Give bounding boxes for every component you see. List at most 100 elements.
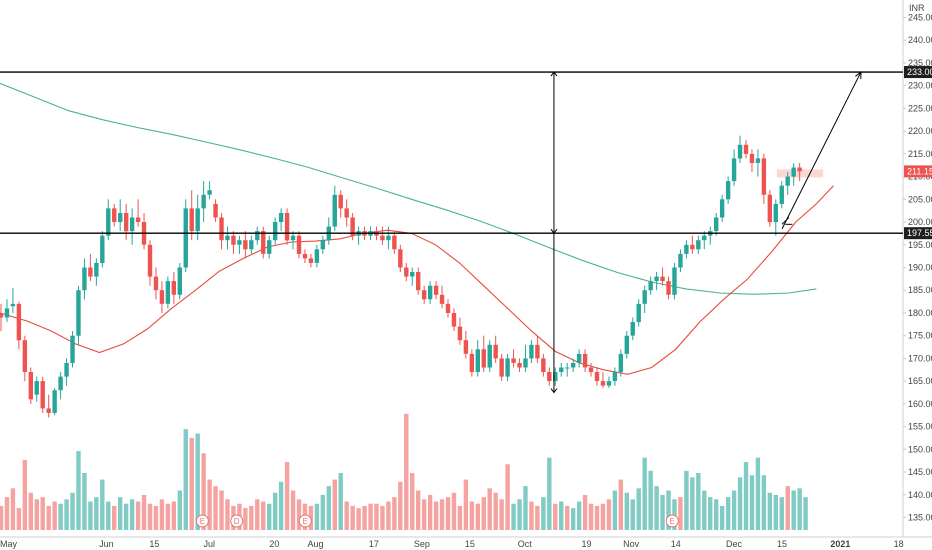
candle-body <box>207 190 212 195</box>
volume-bar <box>290 490 296 530</box>
volume-bar <box>243 508 248 530</box>
candle-body <box>416 272 421 291</box>
volume-bar <box>165 503 171 530</box>
volume-bar <box>517 499 522 530</box>
candle-body <box>46 408 51 413</box>
candle-body <box>684 244 689 254</box>
volume-bar <box>690 477 695 530</box>
candle-body <box>654 276 659 282</box>
time-tick-label: 15 <box>777 539 787 549</box>
candle-body <box>94 263 99 277</box>
volume-bar <box>207 479 212 530</box>
level-badge-top-text: 233.00 <box>907 67 932 77</box>
volume-bar <box>541 497 546 530</box>
candle-body <box>64 363 69 377</box>
candle-body <box>541 358 546 372</box>
candle-body <box>338 194 343 209</box>
candle-body <box>779 185 784 204</box>
candle-body <box>40 381 45 409</box>
volume-bar <box>332 479 337 530</box>
event-circle <box>195 514 209 528</box>
volume-bar <box>380 505 385 530</box>
volume-bar <box>445 497 451 530</box>
candle-body <box>28 372 33 400</box>
volume-bar <box>731 490 737 530</box>
volume-bar <box>10 488 16 530</box>
time-tick-label: 2021 <box>830 539 850 549</box>
candle-body <box>153 276 159 291</box>
candle-body <box>469 353 475 373</box>
price-tick-label: 235.00 <box>908 58 932 68</box>
volume-bar <box>630 499 635 530</box>
candle-body <box>737 144 743 159</box>
event-circle <box>298 514 312 528</box>
candle-body <box>678 253 683 268</box>
time-axis[interactable]: May Jun 15 Jul 20 Aug 17 Sep 15 Oct 19 Nov 14 Dec 15 20… <box>0 539 932 549</box>
candle-body <box>4 308 10 318</box>
volume-bar <box>439 499 445 530</box>
volume-bar <box>672 499 677 530</box>
time-tick-label: Sep <box>414 539 430 549</box>
volume-bar <box>743 462 749 530</box>
volume-bar <box>213 486 218 530</box>
price-tick-label: 245.00 <box>908 13 932 23</box>
candle-body <box>630 322 635 336</box>
candle-body <box>165 281 171 304</box>
candle-body <box>302 253 308 259</box>
candle-body <box>398 249 403 268</box>
candle-body <box>642 290 647 304</box>
volume-bar <box>0 505 4 530</box>
candle-body <box>410 272 415 277</box>
price-tick-label: 165.00 <box>908 376 932 386</box>
volume-bar <box>582 494 588 530</box>
volume-bar <box>135 501 141 530</box>
price-tick-label: 160.00 <box>908 399 932 409</box>
candle-body <box>219 217 224 241</box>
volume-bar <box>553 503 558 530</box>
candle-body <box>10 303 16 307</box>
candle-body <box>88 267 93 277</box>
volume-bar <box>356 508 361 530</box>
volume-bar <box>58 503 63 530</box>
volume-bar <box>314 503 320 530</box>
volume-bar <box>225 499 230 530</box>
volume-bar <box>600 503 606 530</box>
volume-bar <box>261 501 266 530</box>
volume-bar <box>523 486 528 530</box>
price-axis[interactable]: 135.00 140.00 145.00 150.00 155.00 160.00 165.… <box>903 13 932 523</box>
candle-body <box>493 344 498 359</box>
candle-body <box>52 390 57 413</box>
candle-body <box>582 353 588 368</box>
candle-body <box>702 235 707 241</box>
volume-bar <box>320 494 326 530</box>
candle-body <box>177 267 182 295</box>
price-tick-label: 170.00 <box>908 353 932 363</box>
volume-bar <box>421 499 427 530</box>
volume-bar <box>272 492 278 530</box>
price-tick-label: 195.00 <box>908 240 932 250</box>
volume-bar <box>594 505 600 530</box>
candle-body <box>666 281 671 295</box>
candle-body <box>201 194 206 209</box>
price-tick-label: 225.00 <box>908 103 932 113</box>
volume-bar <box>559 501 564 530</box>
candle-body <box>123 213 129 232</box>
volume-bar <box>463 479 469 530</box>
volume-bar <box>392 497 397 530</box>
volume-bar <box>350 505 355 530</box>
volume-bar <box>755 457 761 530</box>
candle-body <box>284 213 290 241</box>
candle-body <box>421 290 427 300</box>
candle-body <box>320 240 326 250</box>
candle-body <box>22 340 28 372</box>
candle-body <box>213 203 218 218</box>
volume-bar <box>779 497 784 530</box>
volume-bar <box>338 473 343 530</box>
candle-body <box>231 235 236 245</box>
volume-bar <box>123 503 129 530</box>
candle-body <box>457 326 463 341</box>
volume-bar <box>22 459 28 530</box>
price-tick-label: 215.00 <box>908 149 932 159</box>
candle-body <box>404 267 409 277</box>
